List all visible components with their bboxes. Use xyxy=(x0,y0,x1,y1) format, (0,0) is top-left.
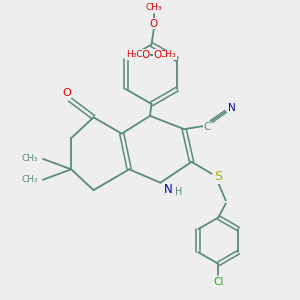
Text: CH₃: CH₃ xyxy=(22,175,38,184)
Text: C: C xyxy=(204,122,211,132)
Text: Cl: Cl xyxy=(213,277,224,287)
Text: O: O xyxy=(142,50,150,60)
Text: H: H xyxy=(175,187,182,197)
Text: O: O xyxy=(153,50,161,60)
Text: S: S xyxy=(214,170,222,183)
Text: CH₃: CH₃ xyxy=(22,154,38,164)
Text: O: O xyxy=(150,19,158,29)
Text: O: O xyxy=(62,88,71,98)
Text: CH₃: CH₃ xyxy=(160,50,177,59)
Text: N: N xyxy=(164,183,173,196)
Text: N: N xyxy=(228,103,236,113)
Text: H₃C: H₃C xyxy=(126,50,142,59)
Text: CH₃: CH₃ xyxy=(146,3,162,12)
